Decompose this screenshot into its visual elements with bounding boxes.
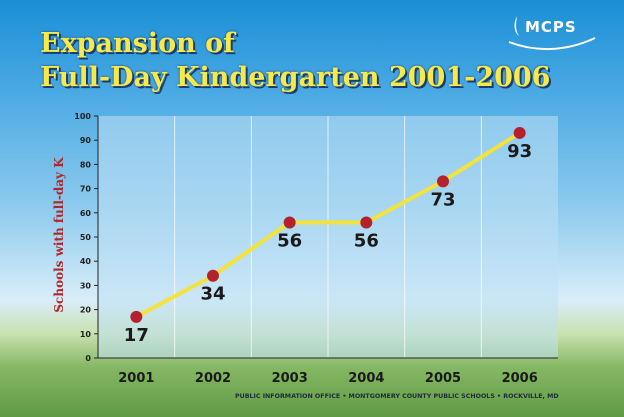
x-tick-label: 2001 [118, 371, 154, 386]
y-axis-label: Schools with full-day K [52, 157, 66, 313]
y-tick-label: 60 [80, 209, 92, 218]
y-tick-label: 50 [80, 233, 92, 242]
series-line-group [134, 130, 522, 319]
x-tick-label: 2003 [272, 371, 308, 386]
footer-credit: PUBLIC INFORMATION OFFICE • MONTGOMERY C… [235, 393, 559, 400]
x-tick-label: 2002 [195, 371, 231, 386]
y-tick-label: 80 [80, 160, 92, 169]
data-point [207, 269, 219, 282]
x-tick-label: 2006 [502, 371, 538, 386]
data-points-group [130, 126, 526, 323]
data-label: 34 [200, 284, 225, 305]
y-tick-label: 30 [80, 281, 92, 290]
y-tick-label: 90 [80, 136, 92, 145]
data-point [283, 216, 296, 229]
chart-title-line1: Expansion of [40, 28, 235, 59]
data-label: 17 [124, 325, 149, 346]
y-tick-label: 10 [80, 330, 92, 339]
y-axis: 0 10 20 30 40 50 60 70 80 90 100 [74, 112, 99, 363]
y-tick-label: 40 [80, 257, 92, 266]
data-label: 56 [277, 230, 302, 251]
data-point [513, 126, 526, 139]
y-tick-label: 20 [80, 306, 92, 315]
y-tick-label: 100 [74, 112, 91, 121]
data-label: 56 [354, 230, 379, 251]
logo-text: MCPS [525, 18, 577, 36]
data-labels-group: 17 34 56 56 73 93 [124, 141, 532, 346]
x-axis: 2001 2002 2003 2004 2005 2006 [98, 357, 558, 386]
data-label: 73 [430, 189, 455, 210]
x-tick-label: 2004 [348, 371, 384, 386]
data-point [130, 310, 143, 323]
chart-title-line2: Full-Day Kindergarten 2001-2006 [40, 62, 551, 93]
y-tick-label: 70 [80, 185, 92, 194]
data-point [437, 175, 449, 188]
y-tick-label: 0 [85, 354, 91, 363]
mcps-logo-icon [508, 16, 596, 50]
data-point [360, 216, 373, 229]
data-label: 93 [507, 141, 532, 162]
series-line [134, 130, 522, 319]
x-tick-label: 2005 [425, 371, 461, 386]
